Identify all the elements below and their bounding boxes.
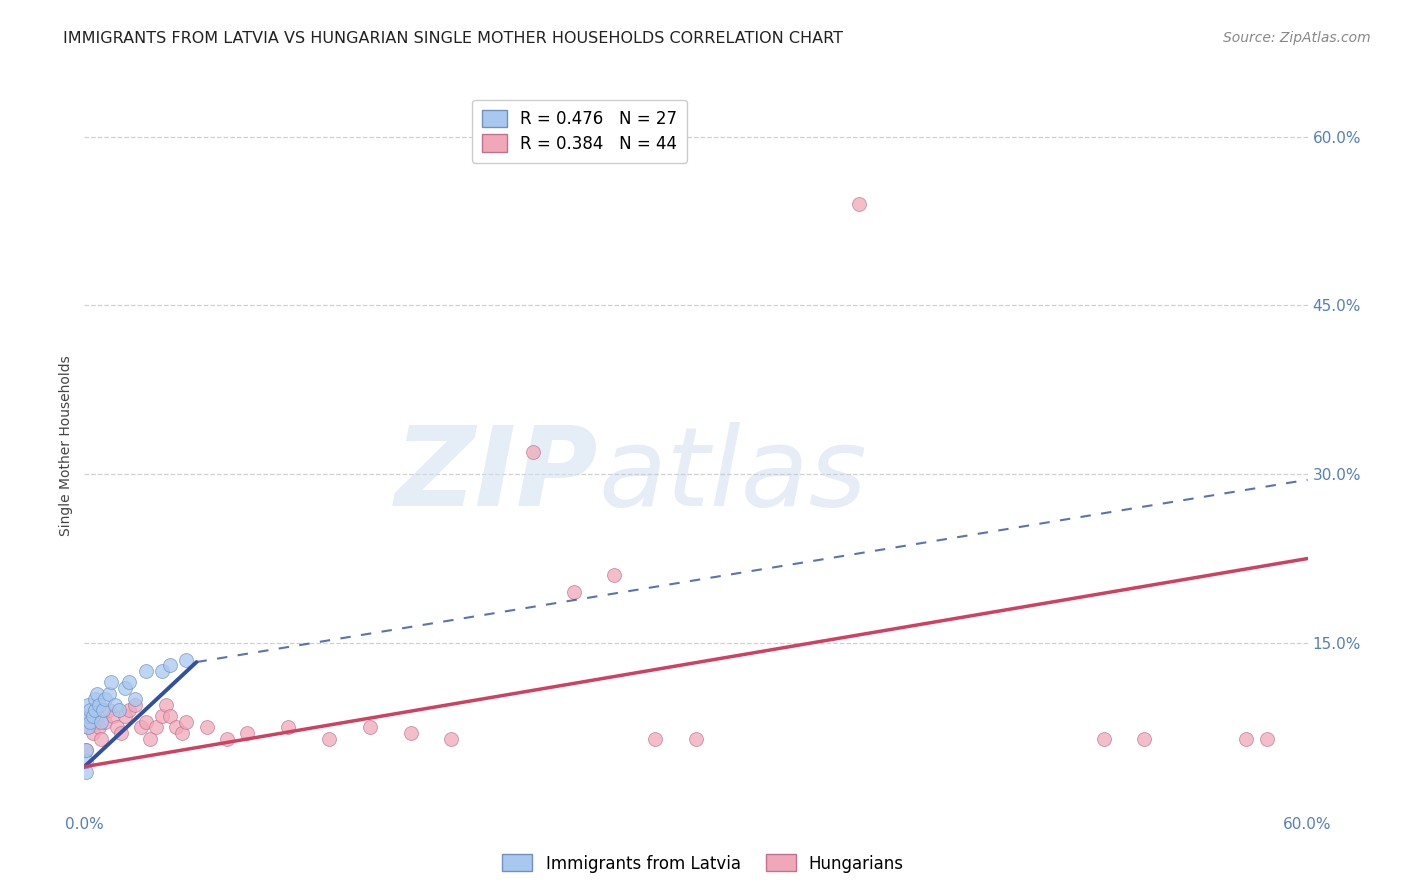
Point bbox=[124, 692, 146, 706]
Point bbox=[93, 714, 115, 729]
Point bbox=[195, 720, 218, 734]
Point bbox=[90, 731, 112, 746]
Point bbox=[145, 720, 167, 734]
Point bbox=[77, 698, 100, 712]
Point bbox=[174, 714, 197, 729]
Point bbox=[277, 720, 299, 734]
Point bbox=[685, 731, 707, 746]
Point bbox=[217, 731, 239, 746]
Point bbox=[104, 698, 127, 712]
Point bbox=[165, 720, 187, 734]
Point bbox=[118, 675, 141, 690]
Point bbox=[236, 726, 259, 740]
Point bbox=[75, 754, 97, 768]
Point bbox=[138, 731, 160, 746]
Point bbox=[86, 714, 108, 729]
Point bbox=[97, 687, 120, 701]
Point bbox=[97, 703, 120, 717]
Point bbox=[1133, 731, 1156, 746]
Point bbox=[1236, 731, 1258, 746]
Point bbox=[114, 709, 136, 723]
Point bbox=[79, 714, 101, 729]
Point bbox=[318, 731, 340, 746]
Text: IMMIGRANTS FROM LATVIA VS HUNGARIAN SINGLE MOTHER HOUSEHOLDS CORRELATION CHART: IMMIGRANTS FROM LATVIA VS HUNGARIAN SING… bbox=[63, 31, 844, 46]
Point bbox=[82, 726, 104, 740]
Point bbox=[108, 703, 131, 717]
Point bbox=[75, 765, 97, 780]
Point bbox=[100, 675, 122, 690]
Point bbox=[159, 658, 181, 673]
Legend: R = 0.476   N = 27, R = 0.384   N = 44: R = 0.476 N = 27, R = 0.384 N = 44 bbox=[472, 100, 688, 162]
Point bbox=[174, 653, 197, 667]
Point bbox=[77, 720, 100, 734]
Point bbox=[159, 709, 181, 723]
Point bbox=[105, 720, 128, 734]
Point bbox=[114, 681, 136, 695]
Text: Source: ZipAtlas.com: Source: ZipAtlas.com bbox=[1223, 31, 1371, 45]
Point bbox=[135, 664, 157, 678]
Point bbox=[82, 709, 104, 723]
Point bbox=[75, 743, 97, 757]
Point bbox=[90, 714, 112, 729]
Point bbox=[77, 709, 100, 723]
Point bbox=[440, 731, 463, 746]
Point bbox=[1256, 731, 1278, 746]
Y-axis label: Single Mother Households: Single Mother Households bbox=[59, 356, 73, 536]
Point bbox=[83, 703, 105, 717]
Point bbox=[83, 703, 105, 717]
Point bbox=[77, 720, 100, 734]
Point bbox=[644, 731, 666, 746]
Point bbox=[150, 709, 173, 723]
Point bbox=[359, 720, 381, 734]
Point bbox=[87, 720, 110, 734]
Point bbox=[75, 743, 97, 757]
Point bbox=[1092, 731, 1115, 746]
Legend: Immigrants from Latvia, Hungarians: Immigrants from Latvia, Hungarians bbox=[495, 847, 911, 880]
Point bbox=[848, 197, 870, 211]
Point bbox=[603, 568, 626, 582]
Point bbox=[155, 698, 177, 712]
Point bbox=[131, 720, 153, 734]
Point bbox=[79, 703, 101, 717]
Point bbox=[562, 585, 585, 599]
Text: atlas: atlas bbox=[598, 422, 866, 529]
Point bbox=[172, 726, 194, 740]
Point bbox=[79, 709, 101, 723]
Point bbox=[110, 726, 132, 740]
Point bbox=[101, 709, 124, 723]
Point bbox=[86, 687, 108, 701]
Point bbox=[93, 692, 115, 706]
Point bbox=[124, 698, 146, 712]
Point bbox=[150, 664, 173, 678]
Point bbox=[87, 698, 110, 712]
Point bbox=[135, 714, 157, 729]
Point bbox=[91, 703, 114, 717]
Point bbox=[399, 726, 422, 740]
Point bbox=[522, 444, 544, 458]
Text: ZIP: ZIP bbox=[395, 422, 598, 529]
Point bbox=[118, 703, 141, 717]
Point bbox=[83, 692, 105, 706]
